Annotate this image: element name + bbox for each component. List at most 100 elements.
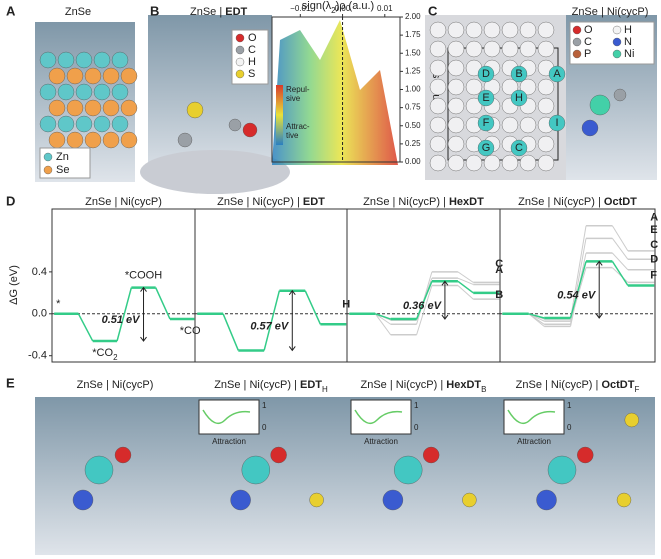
title: ZnSe | Ni(cycP) | EDTH [214,379,328,394]
series-label: C [495,258,503,270]
lattice-atom [39,51,57,69]
surface-atom [537,21,555,39]
surface-atom [447,78,465,96]
y-tick-label: 0.00 [405,157,421,166]
title: ZnSe | Ni(cycP) [85,196,162,208]
surface-atom [501,21,519,39]
surface-atom [537,97,555,115]
atom [242,122,258,138]
site [477,114,495,132]
atom [230,489,251,511]
inset-curve [202,409,251,425]
y-tick-label: -0.4 [28,350,47,362]
text-part: HexDT [446,379,481,391]
lattice-atom [93,51,111,69]
inset-curve [354,409,403,425]
connector [611,238,629,260]
lattice-atom [111,115,129,133]
connector [611,260,629,286]
lattice-atom [111,51,129,69]
lattice-atom [66,99,84,117]
colorbar-label: Attrac- [286,122,310,131]
title: ZnSe | Ni(cycP) | HexDTB [361,379,487,394]
lattice-atom [75,51,93,69]
surface-atom [429,59,447,77]
text-part: ZnSe | Ni(cycP) | [361,379,447,391]
site [477,139,495,157]
site-label: G [482,142,491,154]
x-tick-label: 0.00 [335,4,351,13]
y-tick-label: 1.25 [405,66,421,75]
surface-atom [429,21,447,39]
surface-atom [519,78,537,96]
text-part: sign(λ [302,0,332,12]
atom [177,132,193,148]
y-axis-label: ΔG (eV) [8,265,20,305]
legend-label: S [248,68,255,80]
y-tick-label: 0.4 [32,266,47,278]
plot-frame [499,208,656,363]
legend-swatch [43,165,53,175]
series-label: A [650,212,658,224]
y-tick-label: 0.50 [405,121,421,130]
surface-atom [465,154,483,172]
lattice-atom [66,131,84,149]
connector [528,313,545,327]
lattice-atom [84,99,102,117]
series-label: B [495,289,503,301]
legend-swatch [235,69,245,79]
panel-label: E [6,375,15,390]
site [510,65,528,83]
connector [612,267,629,283]
lattice-atom [102,131,120,149]
text-part: ZnSe | Ni(cycP) | [217,196,303,208]
text-part: ZnSe | Ni(cycP) [85,196,162,208]
barrier-label: 0.54 eV [557,290,597,302]
legend-swatch [572,25,582,35]
atom [309,492,324,508]
x-tick-label: −0.01 [290,4,311,13]
legend-swatch [572,37,582,47]
title: ZnSe | Ni(cycP) | OctDTF [516,379,640,394]
y-tick-label: 1.50 [405,48,421,57]
inset-label: Attraction [212,437,246,446]
colorbar-label: tive [286,131,299,140]
panel-label: B [150,3,159,18]
site-label: I [555,117,558,129]
legend-label: C [248,44,256,56]
atom [624,412,639,428]
series-label: F [650,269,657,281]
title: sign(λ2)ρ (a.u.) [302,0,374,15]
text-part: *CO [92,347,113,359]
text-part: ZnSe | Ni(cycP) [77,379,154,391]
surface-atom [501,40,519,58]
connector [375,313,391,320]
legend-label: H [624,24,632,36]
legend-swatch [612,49,622,59]
legend-swatch [235,33,245,43]
lattice-atom [93,115,111,133]
connector [457,271,474,283]
lattice-atom [39,83,57,101]
legend-swatch [235,57,245,67]
legend-swatch [612,25,622,35]
y-tick-label: 0.25 [405,139,421,148]
title: ZnSe | Ni(cycP) | HexDT [363,196,484,208]
atom [462,492,477,508]
atom [114,446,132,464]
atom [270,446,287,464]
lattice-atom [75,115,93,133]
lattice-atom [57,83,75,101]
text-part: EDT [303,196,325,208]
inset-tick: 1 [262,401,267,410]
y-tick-label: 1.75 [405,30,421,39]
connector [457,277,474,285]
lattice-atom [48,99,66,117]
legend-label: C [584,36,592,48]
atom [616,492,632,508]
site [510,139,528,157]
text-part: HexDT [449,196,484,208]
surface-atom [429,135,447,153]
surface-atom [537,40,555,58]
x-tick-label: 0.01 [377,4,393,13]
